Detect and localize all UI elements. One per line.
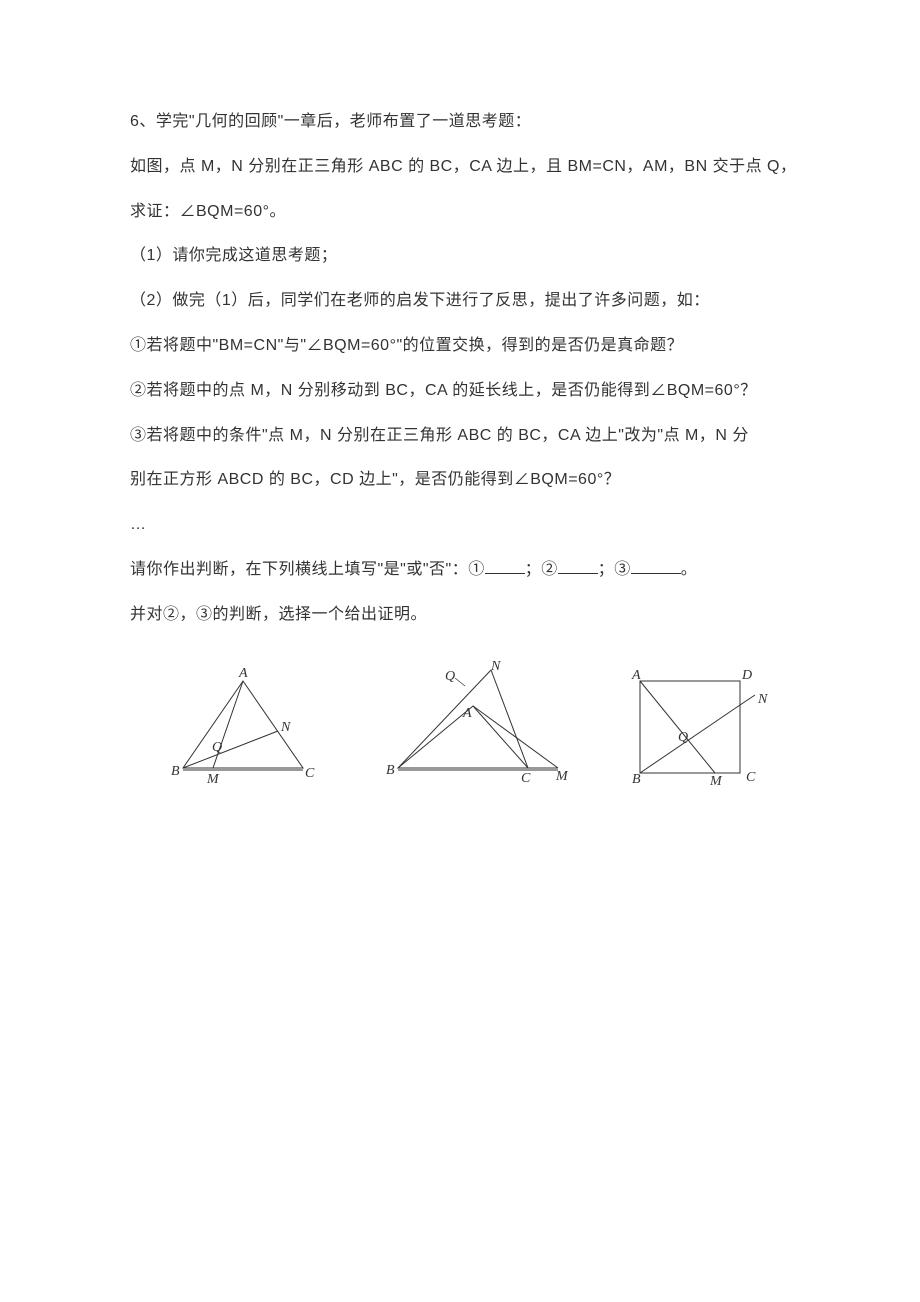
label-B2: B	[386, 763, 395, 778]
label-A3: A	[631, 668, 641, 683]
label-N3: N	[757, 692, 768, 707]
label-Q3: Q	[678, 730, 688, 745]
label-B: B	[171, 764, 180, 779]
label-Q: Q	[212, 740, 222, 755]
judge-end: 。	[681, 561, 698, 578]
label-N: N	[280, 720, 291, 735]
setup-line-1: 如图，点 M，N 分别在正三角形 ABC 的 BC，CA 边上，且 BM=CN，…	[130, 145, 800, 190]
part-2-intro: （2）做完（1）后，同学们在老师的启发下进行了反思，提出了许多问题，如：	[130, 279, 800, 324]
judge-text-a: 请你作出判断，在下列横线上填写"是"或"否"：①	[130, 561, 485, 578]
label-C: C	[305, 766, 315, 781]
question-3a: ③若将题中的条件"点 M，N 分别在正三角形 ABC 的 BC，CA 边上"改为…	[130, 414, 800, 459]
question-1: ①若将题中"BM=CN"与"∠BQM=60°"的位置交换，得到的是否仍是真命题？	[130, 324, 800, 369]
label-B3: B	[632, 772, 641, 787]
intro-line: 6、学完"几何的回顾"一章后，老师布置了一道思考题：	[130, 100, 800, 145]
figure-3-square: A D B C M N Q	[620, 663, 780, 793]
label-M: M	[206, 772, 220, 787]
label-A2: A	[462, 706, 472, 721]
ellipsis: …	[130, 503, 800, 548]
label-A: A	[238, 666, 248, 681]
label-C2: C	[521, 771, 531, 786]
final-line: 并对②，③的判断，选择一个给出证明。	[130, 593, 800, 638]
label-M2: M	[555, 769, 569, 784]
figure-1-triangle: A B C M N Q	[165, 663, 335, 793]
blank-1	[485, 558, 525, 574]
part-1: （1）请你完成这道思考题；	[130, 234, 800, 279]
question-3b: 别在正方形 ABCD 的 BC，CD 边上"，是否仍能得到∠BQM=60°？	[130, 458, 800, 503]
label-C3: C	[746, 770, 756, 785]
setup-line-2: 求证：∠BQM=60°。	[130, 190, 800, 235]
judge-line: 请你作出判断，在下列横线上填写"是"或"否"：① ；② ；③ 。	[130, 548, 800, 593]
blank-2	[558, 558, 598, 574]
label-N2: N	[490, 659, 501, 674]
judge-sep-2: ；③	[598, 561, 631, 578]
question-2: ②若将题中的点 M，N 分别移动到 BC，CA 的延长线上，是否仍能得到∠BQM…	[130, 369, 800, 414]
blank-3	[631, 558, 681, 574]
judge-sep-1: ；②	[525, 561, 558, 578]
figures-row: A B C M N Q A B C M N Q	[130, 658, 800, 793]
label-D3: D	[741, 668, 752, 683]
problem-content: 6、学完"几何的回顾"一章后，老师布置了一道思考题： 如图，点 M，N 分别在正…	[130, 100, 800, 638]
figure-2-extension: A B C M N Q	[373, 658, 583, 793]
label-M3: M	[709, 774, 723, 789]
label-Q2: Q	[445, 669, 455, 684]
